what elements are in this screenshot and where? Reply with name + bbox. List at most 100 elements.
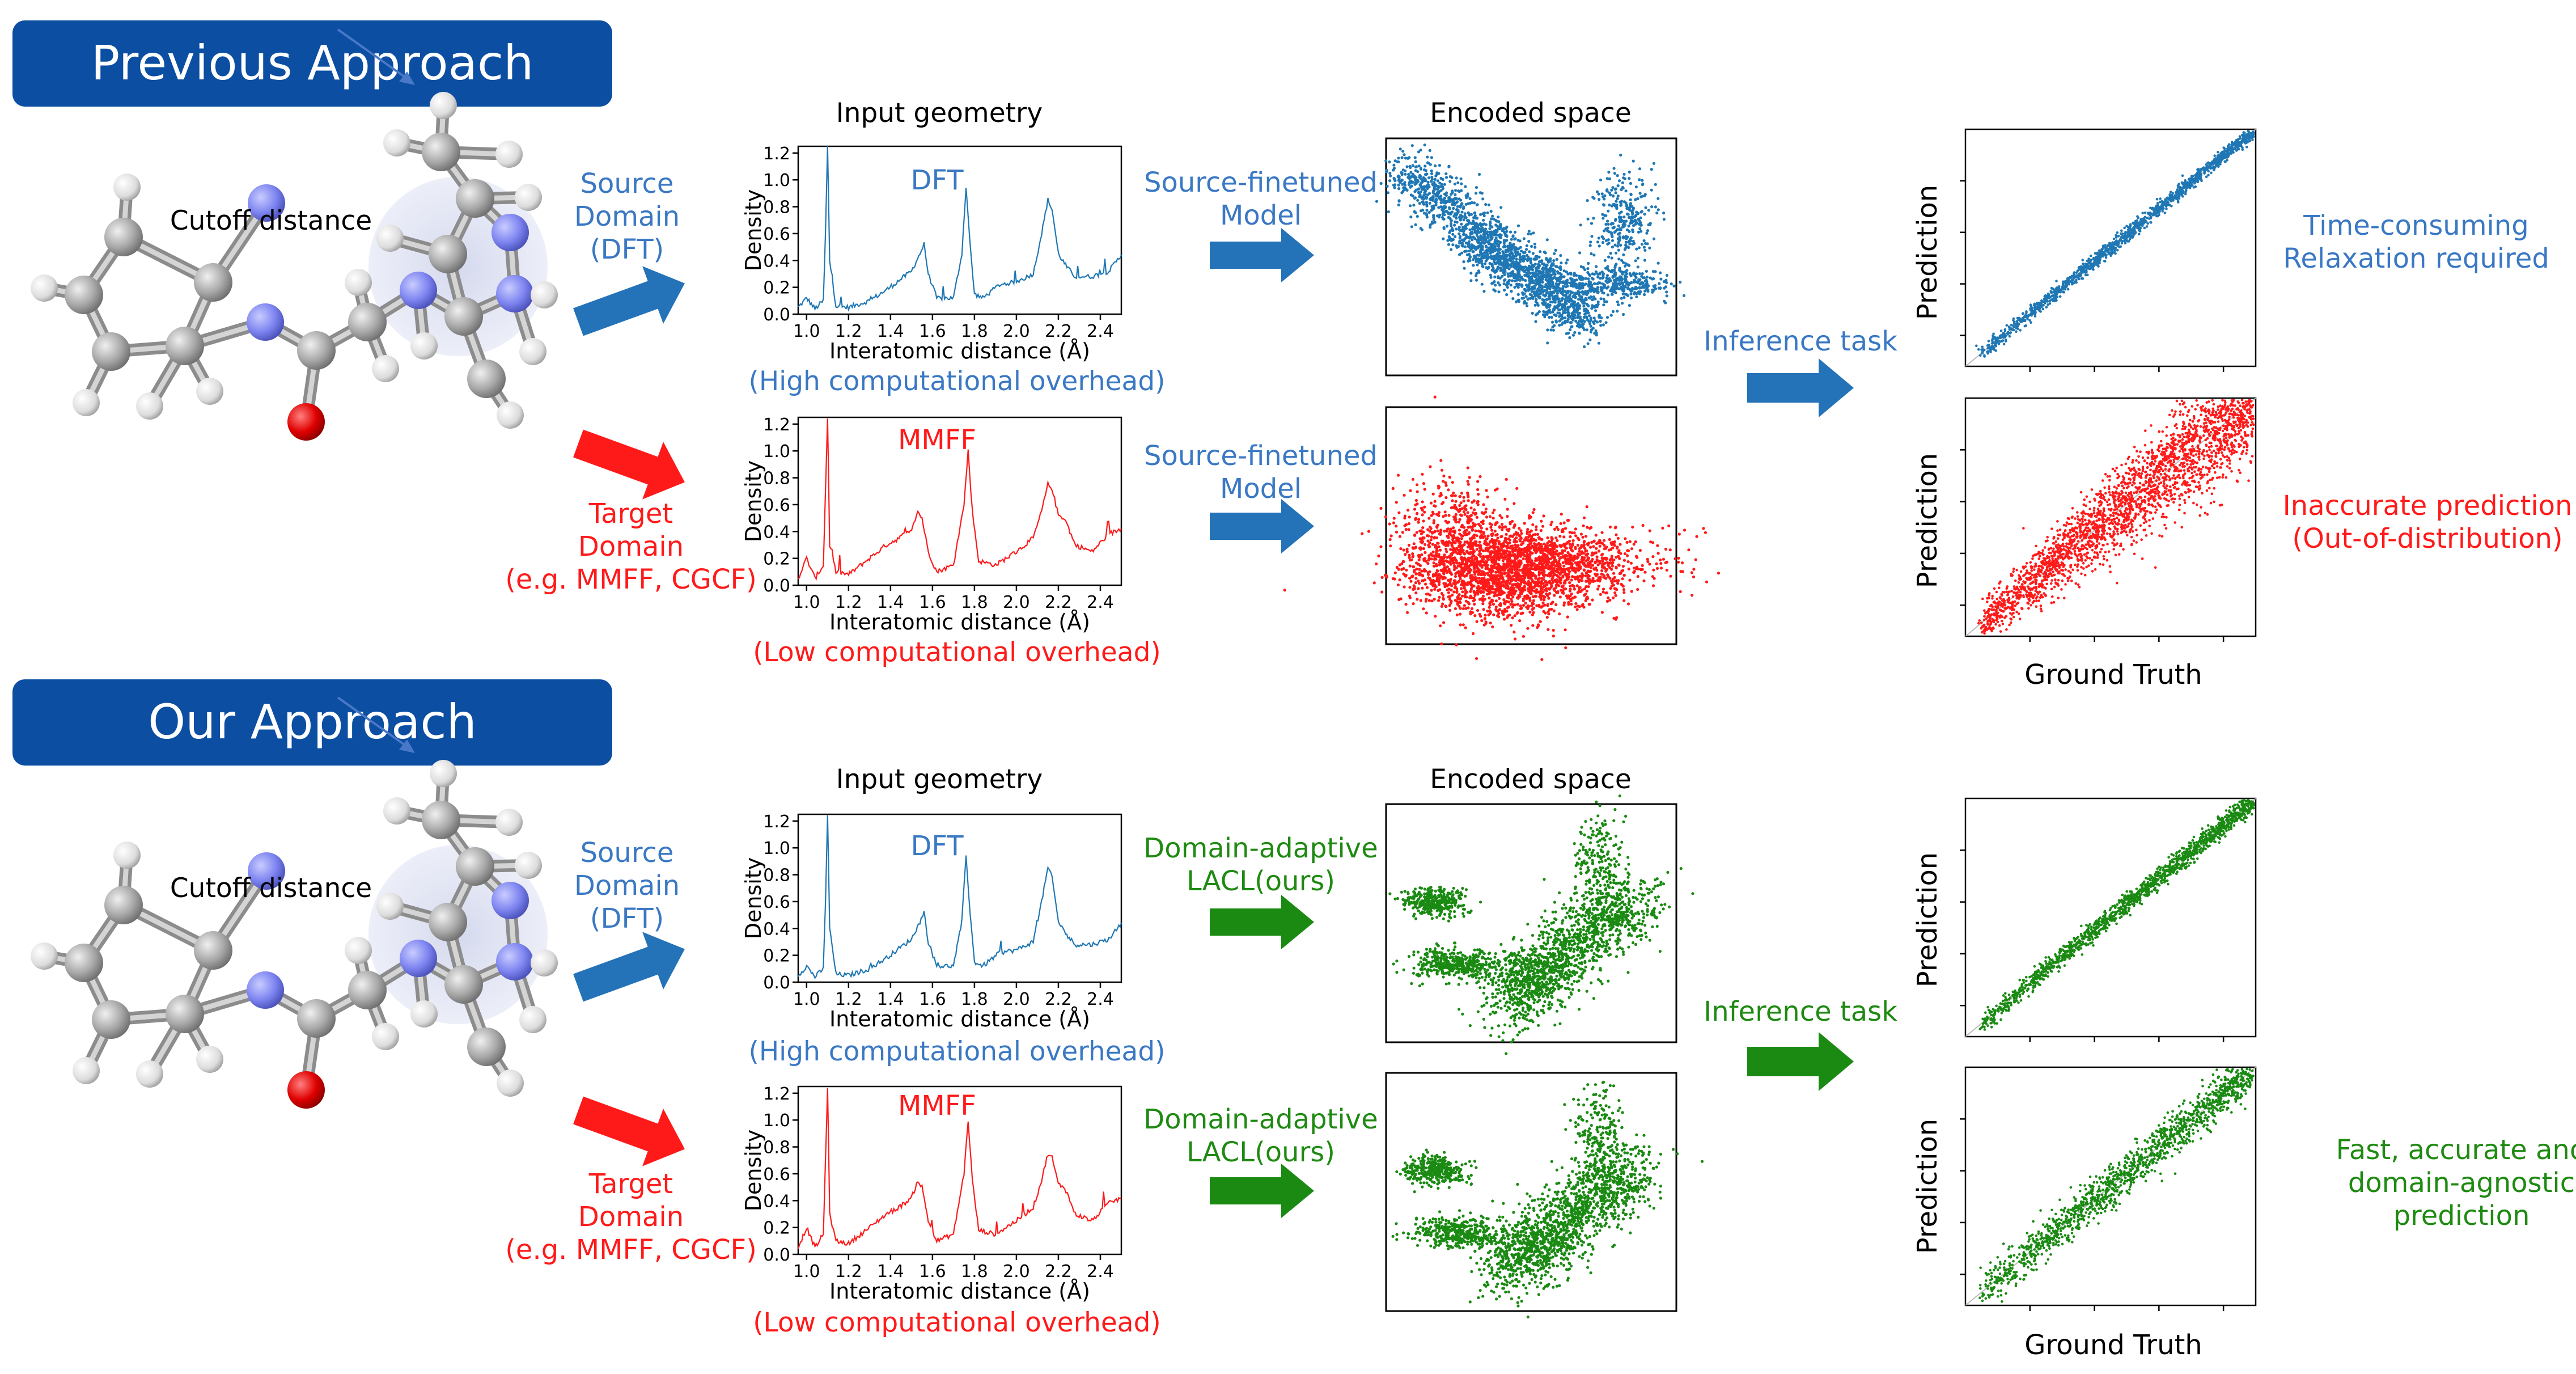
nitrogen-atom [248, 184, 285, 222]
encoded-point [1522, 599, 1525, 602]
encoded-point [1665, 294, 1668, 298]
encoded-point [1545, 616, 1549, 619]
encoded-point [1627, 216, 1631, 219]
encoded-point [1552, 259, 1556, 263]
encoded-point [1400, 156, 1404, 159]
encoded-point [1456, 205, 1459, 208]
encoded-point [1618, 557, 1621, 560]
encoded-point [1628, 273, 1632, 276]
encoded-point [1604, 214, 1608, 217]
encoded-point [1475, 278, 1478, 282]
encoded-point [1493, 275, 1497, 278]
encoded-point [1410, 144, 1414, 147]
encoded-point [1418, 571, 1421, 575]
encoded-point [1598, 544, 1601, 548]
encoded-point [1539, 557, 1542, 560]
carbon-atom [65, 276, 103, 314]
encoded-point [1526, 594, 1529, 598]
encoded-point [1485, 252, 1489, 255]
encoded-point [1569, 328, 1572, 332]
encoded-point [1503, 608, 1507, 611]
encoded-point [1635, 295, 1638, 298]
encoded-point [1478, 564, 1482, 567]
density-series [798, 418, 1122, 581]
encoded-point [1535, 604, 1539, 607]
encoded-point [1463, 212, 1467, 215]
dft-label: DFT [910, 164, 964, 196]
encoded-point [1434, 615, 1437, 618]
encoded-point [1434, 201, 1438, 204]
encoded-point [1471, 238, 1474, 242]
encoded-point [1475, 231, 1478, 234]
encoded-point [1488, 238, 1492, 242]
encoded-point [1662, 218, 1666, 221]
encoded-point [1510, 279, 1514, 282]
encoded-point [1432, 218, 1435, 221]
encoded-point [1484, 262, 1487, 265]
encoded-point [1527, 288, 1531, 292]
encoded-point [1530, 244, 1533, 248]
encoded-point [1646, 560, 1650, 564]
encoded-point [1490, 225, 1494, 229]
encoded-point [1512, 256, 1515, 259]
encoded-point [1611, 239, 1615, 242]
encoded-point [1499, 543, 1502, 546]
encoded-point [1421, 200, 1424, 204]
encoded-point [1506, 286, 1509, 289]
encoded-point [1591, 327, 1595, 330]
encoded-point [1460, 222, 1463, 226]
encoded-point [1638, 227, 1642, 230]
encoded-point [1444, 172, 1448, 176]
encoded-point [1527, 286, 1530, 289]
encoded-point [1471, 226, 1475, 229]
encoded-point [1543, 250, 1546, 253]
encoded-point [1524, 279, 1527, 282]
encoded-point [1628, 170, 1631, 174]
encoded-point [1480, 597, 1483, 601]
banner-title: Previous Approach [91, 35, 534, 91]
x-tick-label: 1.2 [835, 593, 862, 612]
encoded-point [1536, 265, 1540, 269]
encoded-point [1482, 590, 1485, 594]
encoded-point [1683, 529, 1687, 532]
encoded-point [1403, 188, 1406, 191]
encoded-point [1540, 658, 1544, 661]
encoded-point [1546, 603, 1549, 606]
encoded-point [1609, 314, 1613, 317]
y-axis-label: Density [741, 189, 766, 271]
encoded-point [1426, 155, 1429, 159]
encoded-point [1488, 602, 1492, 605]
encoded-point [1558, 265, 1562, 269]
encoded-point [1495, 219, 1499, 223]
encoded-point [1587, 277, 1590, 281]
encoded-point [1504, 226, 1507, 230]
encoded-point [1448, 598, 1452, 601]
encoded-point [1409, 580, 1413, 583]
encoded-point [1464, 590, 1468, 594]
encoded-point [1549, 586, 1553, 589]
encoded-point [1477, 589, 1480, 592]
encoded-point [1441, 187, 1445, 190]
encoded-point [1479, 238, 1482, 242]
cutoff-pointer-line [337, 28, 409, 81]
encoded-point [1619, 218, 1622, 221]
encoded-point [1511, 297, 1515, 301]
encoded-point [1497, 275, 1500, 278]
encoded-point [1584, 277, 1587, 280]
encoded-point [1611, 194, 1615, 197]
encoded-point [1481, 197, 1485, 201]
encoded-point [1645, 282, 1649, 285]
encoded-point [1619, 228, 1622, 231]
encoded-point [1423, 185, 1427, 188]
model-bottom-line2: Model [1220, 473, 1302, 505]
encoded-point [1619, 153, 1622, 157]
encoded-point [1460, 244, 1464, 247]
encoded-point [1628, 540, 1632, 543]
encoded-point [1522, 635, 1525, 638]
encoded-point [1392, 176, 1396, 180]
encoded-point [1505, 230, 1509, 233]
encoded-point [1588, 244, 1592, 247]
encoded-point [1558, 308, 1561, 312]
encoded-point [1559, 589, 1563, 592]
encoded-point [1469, 279, 1473, 282]
